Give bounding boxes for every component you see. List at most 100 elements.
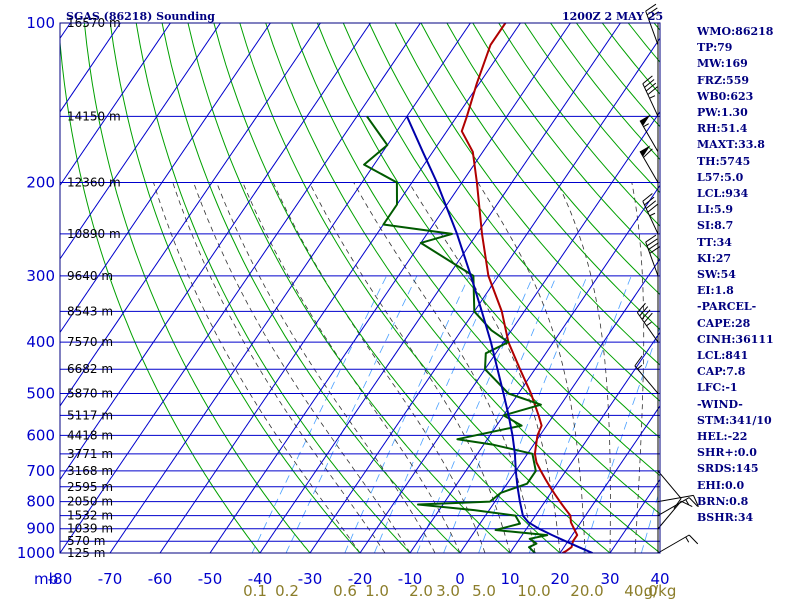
- index-entry: WB0:623: [697, 89, 754, 103]
- moist-adiabat-line: [353, 182, 536, 553]
- sounding-traces: [363, 23, 593, 553]
- wind-barb-flag: [645, 200, 657, 209]
- height-label: 12360 m: [67, 176, 121, 190]
- isotherm-line: [60, 23, 371, 481]
- wind-barb-flag: [646, 7, 658, 16]
- dry-adiabat-line: [316, 23, 660, 477]
- index-entry: EHI:0.0: [697, 478, 745, 492]
- index-entry: RH:51.4: [697, 122, 748, 136]
- wind-barb-flag: [673, 498, 682, 509]
- index-entry: EI:1.8: [697, 284, 734, 298]
- index-entry: FRZ:559: [697, 73, 750, 87]
- height-label: 570 m: [67, 534, 105, 548]
- wind-barb: [657, 534, 699, 554]
- height-label: 14150 m: [67, 109, 121, 123]
- wind-barb-flag: [646, 238, 658, 247]
- pressure-tick-label: 700: [26, 462, 55, 480]
- wind-barb-flag: [680, 500, 693, 508]
- wind-barb: [634, 355, 659, 394]
- isotherms: [0, 23, 660, 553]
- mixing-ratio-line: [344, 275, 470, 553]
- dry-adiabats: [60, 23, 660, 553]
- wind-profile: [634, 3, 699, 554]
- isotherm-line: [60, 23, 271, 334]
- dry-adiabat-line: [187, 23, 511, 553]
- wind-barb: [639, 114, 659, 153]
- index-entry: -WIND-: [697, 397, 743, 411]
- mixing-ratio-label: 0.2: [275, 582, 299, 600]
- index-entry: SI:8.7: [697, 219, 734, 233]
- index-entry: SW:54: [697, 268, 736, 282]
- wind-barb-flag: [648, 242, 659, 250]
- isotherm-tick-label: -30: [298, 570, 323, 588]
- index-entry: BSHR:34: [697, 511, 754, 525]
- wind-barb-shaft: [657, 470, 682, 499]
- wind-barb-shaft: [636, 312, 659, 343]
- wind-barb: [645, 3, 659, 46]
- mixing-ratio-line: [416, 275, 534, 553]
- wind-barb-half-flag: [649, 95, 656, 99]
- mixing-ratio-label: 3.0: [436, 582, 460, 600]
- wind-barb-pennant: [640, 145, 651, 157]
- dry-adiabat-line: [109, 23, 361, 553]
- index-entry: CAPE:28: [697, 316, 751, 330]
- wind-barb-shaft: [645, 10, 659, 46]
- wind-barb: [639, 145, 659, 183]
- isotherm-line: [60, 23, 171, 187]
- temperature-trace: [460, 23, 579, 553]
- height-label: 1532 m: [67, 509, 113, 523]
- dewpoint-trace: [363, 115, 549, 553]
- isotherm-line: [60, 23, 221, 260]
- isotherm-line: [459, 257, 660, 553]
- index-entry: MW:169: [697, 57, 748, 71]
- isobars: [60, 22, 660, 554]
- height-label: 7570 m: [67, 335, 113, 349]
- isotherm-tick-label: 30: [600, 570, 619, 588]
- moist-adiabat-line: [659, 548, 660, 553]
- wind-barb-flag: [643, 312, 653, 323]
- isotherm-tick-label: 10: [500, 570, 519, 588]
- isotherm-line: [0, 23, 20, 553]
- moist-adiabat-line: [216, 182, 436, 553]
- index-entry: LCL:841: [697, 349, 749, 363]
- wind-barb-half-flag: [643, 123, 649, 128]
- index-entry: LCL:934: [697, 187, 749, 201]
- index-entry: BRN:0.8: [697, 494, 749, 508]
- mixing-ratio-label: 1.0: [365, 582, 389, 600]
- height-label: 6682 m: [67, 362, 113, 376]
- mixing-ratio-line: [528, 275, 632, 553]
- index-entry: CAP:7.8: [697, 365, 746, 379]
- isotherm-line: [409, 184, 660, 553]
- wind-barb: [657, 470, 682, 509]
- wind-barb-shaft: [634, 365, 659, 394]
- isotherm-tick-label: 20: [550, 570, 569, 588]
- wind-barb-flag: [644, 79, 655, 88]
- height-label: 3168 m: [67, 464, 113, 478]
- isotherm-line: [209, 23, 571, 553]
- isotherm-tick-label: 0: [455, 570, 465, 588]
- isotherm-tick-label: -40: [248, 570, 273, 588]
- wind-barb-flag: [639, 306, 649, 317]
- pressure-tick-label: 500: [26, 384, 55, 402]
- wind-barb-flag: [642, 75, 653, 85]
- pressure-tick-label: 900: [26, 520, 55, 538]
- mixing-ratio-line: [285, 275, 418, 553]
- wind-barb-flag: [641, 309, 651, 320]
- index-entry: CINH:36111: [697, 332, 774, 346]
- mixing-ratio-label: 10.0: [517, 582, 550, 600]
- isotherm-line: [60, 23, 421, 553]
- isotherm-tick-label: -10: [398, 570, 423, 588]
- isotherm-tick-label: -60: [148, 570, 173, 588]
- station-title: SGAS (86218) Sounding: [66, 10, 215, 23]
- wind-barb-flag: [692, 495, 699, 507]
- isotherm-line: [109, 23, 471, 553]
- height-label: 5117 m: [67, 408, 113, 422]
- height-label: 4418 m: [67, 428, 113, 442]
- index-entry: -PARCEL-: [697, 300, 757, 314]
- observation-time: 1200Z 2 MAY 25: [562, 10, 663, 23]
- pressure-tick-label: 200: [26, 174, 55, 192]
- wind-barb-flag: [688, 534, 699, 545]
- dry-adiabat-line: [291, 23, 660, 515]
- pressure-tick-label: 1000: [17, 544, 55, 562]
- isotherm-tick-label: -70: [98, 570, 123, 588]
